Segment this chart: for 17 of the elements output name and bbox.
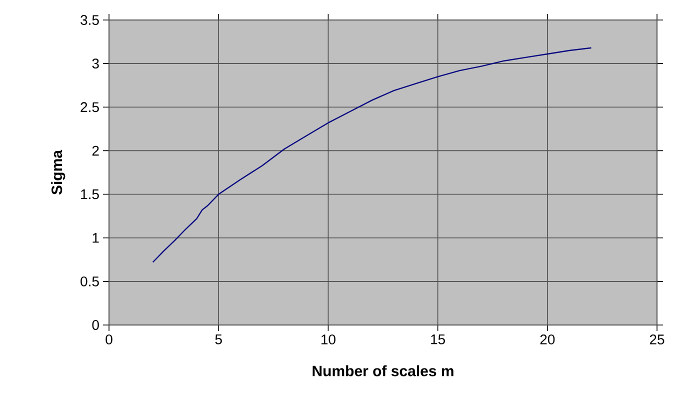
x-tick-label: 0	[106, 334, 112, 344]
x-tick-label: 10	[321, 334, 336, 344]
y-tick-label: 2	[92, 146, 99, 156]
x-tick-label: 20	[540, 334, 555, 344]
y-tick-label: 2.5	[80, 102, 99, 112]
y-tick-label: 0.5	[80, 276, 99, 286]
x-tick-label: 25	[650, 334, 664, 344]
y-tick-label: 0	[92, 320, 99, 330]
y-tick-label: 3.5	[80, 15, 99, 25]
x-tick-label: 15	[431, 334, 446, 344]
line-series	[152, 47, 592, 263]
y-tick-label: 3	[92, 58, 99, 69]
y-axis-title: Sigma	[51, 150, 66, 195]
y-tick-label: 1.5	[81, 189, 99, 200]
x-tick-label: 5	[215, 334, 222, 344]
x-axis-title: Number of scales m	[312, 365, 454, 376]
y-tick-label: 1	[92, 233, 99, 243]
